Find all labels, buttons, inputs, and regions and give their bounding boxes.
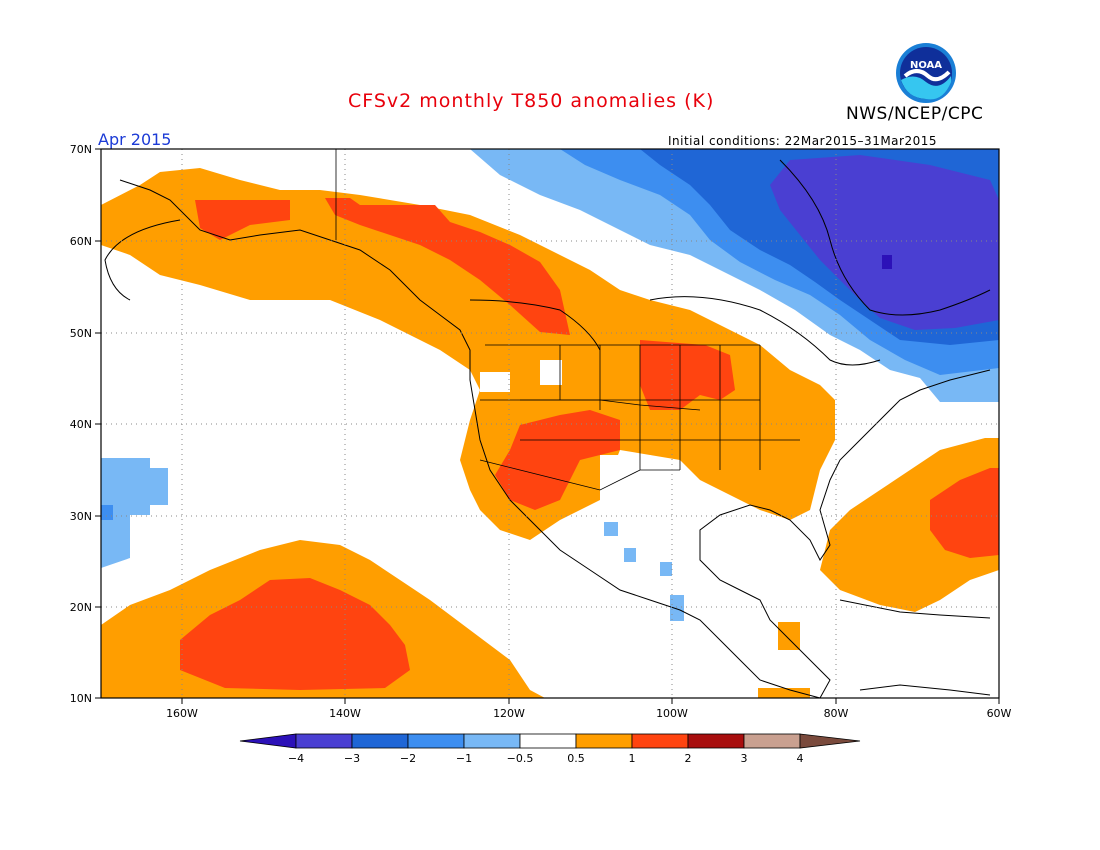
anomaly-lightblue-mexico-1 xyxy=(604,522,618,536)
lon-label-120w: 120W xyxy=(493,707,525,720)
anomaly-lightblue-mexico-4 xyxy=(670,595,684,621)
colorbar-label-m4: −4 xyxy=(288,752,304,765)
anomaly-dark-blue-region xyxy=(770,155,999,330)
colorbar-label-p3: 3 xyxy=(741,752,748,765)
anomaly-red-plains xyxy=(640,340,735,410)
anomaly-neutral-hole-1 xyxy=(480,372,510,392)
anomaly-orange-caribbean-2 xyxy=(758,688,810,698)
political-borders xyxy=(335,149,800,491)
svg-text:NOAA: NOAA xyxy=(910,60,942,71)
colorbar-arrow-right xyxy=(799,733,861,749)
chart-title: CFSv2 monthly T850 anomalies (K) xyxy=(348,90,715,112)
lon-label-80w: 80W xyxy=(824,707,849,720)
longitude-labels: 160W 140W 120W 100W 80W 60W xyxy=(166,707,1011,720)
anomaly-darkest-blue-cell xyxy=(882,255,892,269)
anomaly-lightblue-mexico-3 xyxy=(660,562,672,576)
anomaly-neutral-hole-2 xyxy=(540,360,562,385)
anomaly-lightblue-mexico-2 xyxy=(624,548,636,562)
forecast-period: Apr 2015 xyxy=(98,130,172,149)
lat-label-60n: 60N xyxy=(70,235,92,248)
colorbar-label-p1: 1 xyxy=(629,752,636,765)
anomaly-red-atlantic xyxy=(930,468,999,558)
colorbar-label-m1: −1 xyxy=(456,752,472,765)
latitude-labels: 70N 60N 50N 40N 30N 20N 10N xyxy=(70,143,92,705)
anomaly-orange-north-band xyxy=(101,168,835,540)
coastlines xyxy=(104,159,991,699)
agency-label: NWS/NCEP/CPC xyxy=(846,104,984,124)
colorbar: −4 −3 −2 −1 −0.5 0.5 1 2 3 4 xyxy=(239,733,861,765)
anomaly-orange-atlantic xyxy=(820,438,999,612)
colorbar-label-p4: 4 xyxy=(797,752,804,765)
anomaly-red-canada-west xyxy=(325,198,570,335)
anomaly-red-alaska xyxy=(195,200,290,240)
colorbar-swatch-4 xyxy=(463,733,521,749)
colorbar-arrow-left xyxy=(239,733,297,749)
lat-label-50n: 50N xyxy=(70,327,92,340)
lon-label-160w: 160W xyxy=(166,707,198,720)
colorbar-label-m05: −0.5 xyxy=(507,752,534,765)
colorbar-swatch-8 xyxy=(687,733,745,749)
axis-ticks xyxy=(95,148,1000,704)
anomaly-fields xyxy=(101,149,999,698)
lon-label-140w: 140W xyxy=(329,707,361,720)
anomaly-neutral-hole-northeast xyxy=(835,375,905,420)
colorbar-swatch-7 xyxy=(631,733,689,749)
anomaly-neutral-hole-3 xyxy=(600,455,685,505)
lat-label-30n: 30N xyxy=(70,510,92,523)
colorbar-swatch-3 xyxy=(407,733,465,749)
lat-label-10n: 10N xyxy=(70,692,92,705)
lon-label-100w: 100W xyxy=(656,707,688,720)
anomaly-blue-west-cell xyxy=(101,505,113,520)
lon-label-60w: 60W xyxy=(987,707,1012,720)
colorbar-label-m2: −2 xyxy=(400,752,416,765)
colorbar-swatch-5 xyxy=(519,733,577,749)
colorbar-swatch-9 xyxy=(743,733,801,749)
colorbar-swatch-2 xyxy=(351,733,409,749)
anomaly-light-blue-west xyxy=(101,458,168,568)
colorbar-label-p05: 0.5 xyxy=(567,752,585,765)
anomaly-red-pacific xyxy=(180,578,410,690)
colorbar-label-p2: 2 xyxy=(685,752,692,765)
initial-conditions: Initial conditions: 22Mar2015–31Mar2015 xyxy=(668,134,938,148)
colorbar-swatch-1 xyxy=(295,733,353,749)
noaa-logo-icon: NOAA xyxy=(896,43,956,103)
lat-label-70n: 70N xyxy=(70,143,92,156)
colorbar-label-m3: −3 xyxy=(344,752,360,765)
lat-label-40n: 40N xyxy=(70,418,92,431)
anomaly-red-southwest xyxy=(495,410,620,510)
colorbar-swatch-6 xyxy=(575,733,633,749)
anomaly-orange-caribbean-1 xyxy=(778,622,800,650)
lat-label-20n: 20N xyxy=(70,601,92,614)
